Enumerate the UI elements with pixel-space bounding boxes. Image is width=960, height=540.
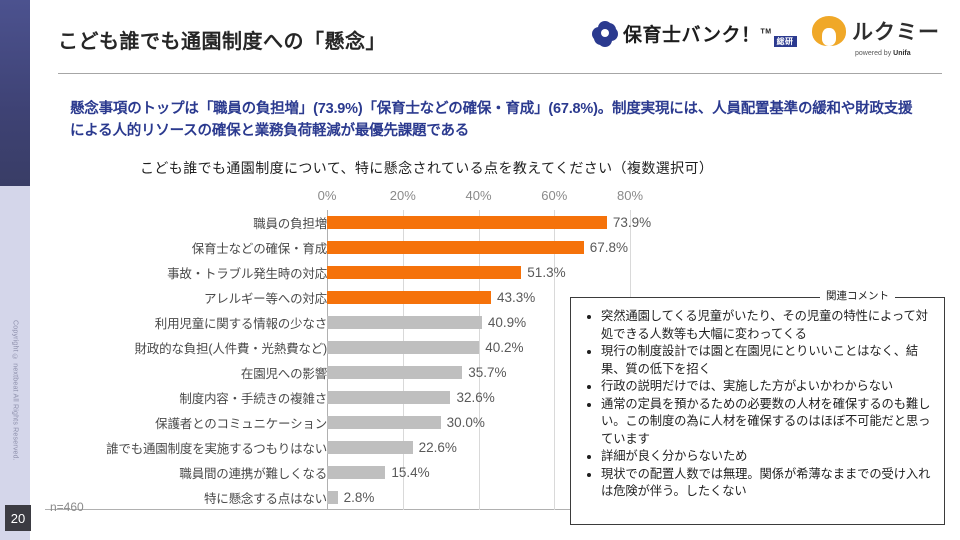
trademark-mark: TM: [760, 28, 772, 36]
bar-category-label: 保育士などの確保・育成: [191, 242, 328, 256]
bar-value-label: 40.2%: [485, 340, 524, 355]
bar-segment: [327, 291, 491, 304]
bar-segment: [327, 241, 584, 254]
x-axis-tick-40: 40%: [465, 188, 492, 203]
lookmee-wordmark: ルクミー: [852, 21, 940, 44]
bar-row: 事故・トラブル発生時の対応 51.3%: [45, 260, 705, 285]
bar-row: 財政的な負担(人件費・光熱費など) 40.2%: [45, 335, 705, 360]
bar-segment: [327, 216, 607, 229]
bar-segment: [327, 316, 482, 329]
bar-category-label: 財政的な負担(人件費・光熱費など): [134, 342, 328, 356]
bar-segment: [327, 366, 463, 379]
bar-value-label: 2.8%: [343, 490, 375, 505]
bar-segment: [327, 441, 413, 454]
bar-value-label: 43.3%: [496, 290, 536, 305]
copyright-text: Copyright © nextbeat All Rights Reserved…: [11, 319, 19, 461]
bar-segment: [327, 416, 441, 429]
header-divider: [58, 73, 942, 74]
lookmee-mark-icon: [812, 16, 846, 46]
page-title: こども誰でも通園制度への「懸念」: [58, 31, 386, 53]
hoikushi-bank-wordmark: 保育士バンク！TM総研: [623, 20, 797, 47]
gridline: [554, 210, 556, 510]
chart-plot-area: 職員の負担増 73.9% 保育士などの確保・育成 67.8% 事故・トラブル発生時の対応…: [45, 210, 705, 510]
comment-item: 現行の制度設計では園と在園児にとりいいことはなく、結果、質の低下を招く: [601, 343, 932, 378]
bar-category-label: 職員間の連携が難しくなる: [179, 467, 327, 481]
sample-size-label: n=460: [50, 500, 84, 514]
sidebar-band-bottom: [0, 186, 30, 540]
hoikushi-bank-logo: 保育士バンク！TM総研: [592, 20, 797, 47]
comment-item: 詳細が良く分からないため: [601, 448, 932, 466]
bar-value-label: 67.8%: [589, 240, 629, 255]
bar-value-label: 51.3%: [527, 265, 566, 280]
bar-value-label: 40.9%: [487, 315, 527, 330]
souken-badge: 総研: [773, 36, 797, 47]
bar-category-label: 利用児童に関する情報の少なさ: [154, 317, 327, 331]
bar-value-label: 73.9%: [612, 215, 652, 230]
bar-row: 職員の負担増 73.9%: [45, 210, 705, 235]
x-axis-tick-80: 80%: [616, 188, 644, 203]
powered-by-prefix: powered by: [855, 50, 894, 57]
hoikushi-bank-name: 保育士バンク！: [623, 25, 761, 46]
bar-row: 保護者とのコミュニケーション 30.0%: [45, 410, 705, 435]
bar-chart: 0% 20% 40% 60% 80% 職員の負担増 73.9% 保育士などの確保・育成 67.…: [45, 188, 705, 518]
sidebar-band-top: [0, 0, 30, 186]
bar-category-label: アレルギー等への対応: [203, 292, 327, 306]
comment-item: 通常の定員を預かるための必要数の人材を確保するのも難しい。この制度の為に人材を確…: [601, 396, 932, 449]
bar-category-label: 事故・トラブル発生時の対応: [167, 267, 327, 281]
x-axis-line: [45, 509, 705, 510]
x-axis-tick-0: 0%: [317, 188, 337, 203]
gridline: [402, 210, 404, 510]
bar-value-label: 35.7%: [468, 365, 507, 380]
bar-segment: [327, 491, 338, 504]
y-axis-line: [327, 210, 328, 510]
comment-item: 現状での配置人数では無理。関係が希薄なままでの受け入れは危険が伴う。したくない: [601, 466, 932, 501]
bar-row: 誰でも通園制度を実施するつもりはない 22.6%: [45, 435, 705, 460]
gridline: [478, 210, 480, 510]
bar-category-label: 職員の負担増: [253, 217, 327, 231]
bar-category-label: 誰でも通園制度を実施するつもりはない: [106, 442, 327, 456]
bar-category-label: 在園児への影響: [240, 367, 327, 381]
related-comments-list: 突然通園してくる児童がいたり、その児童の特性によって対処できる人数等も大幅に変わ…: [571, 298, 944, 501]
bar-value-label: 32.6%: [456, 390, 495, 405]
related-comments-box: 突然通園してくる児童がいたり、その児童の特性によって対処できる人数等も大幅に変わ…: [570, 297, 945, 525]
bar-category-label: 特に懸念する点はない: [203, 492, 327, 506]
bar-row: 保育士などの確保・育成 67.8%: [45, 235, 705, 260]
bar-category-label: 制度内容・手続きの複雑さ: [179, 392, 327, 406]
bar-row: アレルギー等への対応 43.3%: [45, 285, 705, 310]
comment-item: 行政の説明だけでは、実施した方がよいかわからない: [601, 378, 932, 396]
bar-segment: [327, 391, 451, 404]
x-axis-tick-60: 60%: [541, 188, 568, 203]
unifa-brand: Unifa: [893, 50, 911, 57]
bar-segment: [327, 266, 522, 279]
page-number-badge: 20: [5, 505, 31, 531]
bar-value-label: 30.0%: [446, 415, 485, 430]
comment-item: 突然通園してくる児童がいたり、その児童の特性によって対処できる人数等も大幅に変わ…: [601, 308, 932, 343]
flower-icon: [592, 20, 618, 47]
bar-segment: [327, 341, 480, 354]
bar-segment: [327, 466, 386, 479]
chart-question-title: こども誰でも通園制度について、特に懸念されている点を教えてください（複数選択可）: [140, 160, 714, 176]
lead-summary-text: 懸念事項のトップは「職員の負担増」(73.9%)「保育士などの確保・育成」(67…: [70, 101, 913, 139]
bar-value-label: 15.4%: [391, 465, 430, 480]
related-comments-title: 関連コメント: [820, 288, 895, 303]
x-axis-tick-20: 20%: [389, 188, 416, 203]
bar-row: 職員間の連携が難しくなる 15.4%: [45, 460, 705, 485]
bar-row: 制度内容・手続きの複雑さ 32.6%: [45, 385, 705, 410]
powered-by-unifa: powered by Unifa: [855, 50, 911, 57]
bar-value-label: 22.6%: [418, 440, 457, 455]
bar-category-label: 保護者とのコミュニケーション: [155, 417, 327, 431]
lookmee-logo: ルクミー: [812, 16, 940, 46]
x-axis-tick-labels: 0% 20% 40% 60% 80%: [45, 188, 705, 208]
bar-row: 利用児童に関する情報の少なさ 40.9%: [45, 310, 705, 335]
bar-row: 在園児への影響 35.7%: [45, 360, 705, 385]
bar-row: 特に懸念する点はない 2.8%: [45, 485, 705, 510]
